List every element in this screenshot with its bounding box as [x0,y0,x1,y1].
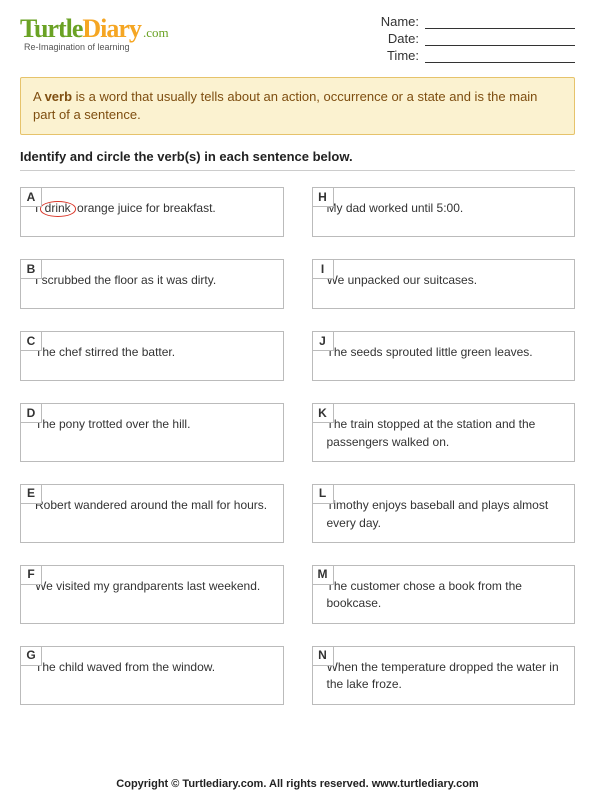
question-letter: J [312,331,334,351]
question-J: J The seeds sprouted little green leaves… [312,331,576,381]
logo-word2: Diary [82,14,141,44]
question-A: A I drink orange juice for breakfast. [20,187,284,237]
question-L: L Timothy enjoys baseball and plays almo… [312,484,576,543]
question-N: N When the temperature dropped the water… [312,646,576,705]
question-letter: B [20,259,42,279]
question-letter: N [312,646,334,666]
logo-main: Turtle Diary .com [20,14,169,44]
circled-word: drink [40,201,76,216]
logo: Turtle Diary .com Re-Imagination of lear… [20,14,169,52]
question-letter: D [20,403,42,423]
question-letter: E [20,484,42,504]
question-grid: A I drink orange juice for breakfast. H … [20,187,575,704]
question-letter: K [312,403,334,423]
name-field: Name: [381,14,575,29]
question-G: G The child waved from the window. [20,646,284,705]
logo-dotcom: .com [143,25,169,41]
logo-tagline: Re-Imagination of learning [24,42,169,52]
header: Turtle Diary .com Re-Imagination of lear… [20,14,575,65]
question-B: B I scrubbed the floor as it was dirty. [20,259,284,309]
question-C: C The chef stirred the batter. [20,331,284,381]
time-field: Time: [381,48,575,63]
question-letter: A [20,187,42,207]
question-letter: G [20,646,42,666]
question-letter: I [312,259,334,279]
name-line[interactable] [425,28,575,29]
definition-box: A verb is a word that usually tells abou… [20,77,575,135]
question-F: F We visited my grandparents last weeken… [20,565,284,624]
date-line[interactable] [425,45,575,46]
question-letter: F [20,565,42,585]
question-H: H My dad worked until 5:00. [312,187,576,237]
question-letter: H [312,187,334,207]
question-D: D The pony trotted over the hill. [20,403,284,462]
instruction: Identify and circle the verb(s) in each … [20,149,575,171]
footer-copyright: Copyright © Turtlediary.com. All rights … [0,778,595,790]
question-M: M The customer chose a book from the boo… [312,565,576,624]
time-line[interactable] [425,62,575,63]
question-I: I We unpacked our suitcases. [312,259,576,309]
question-letter: L [312,484,334,504]
date-field: Date: [381,31,575,46]
question-K: K The train stopped at the station and t… [312,403,576,462]
question-letter: C [20,331,42,351]
definition-bold: verb [45,89,72,104]
info-fields: Name: Date: Time: [381,14,575,65]
logo-word1: Turtle [20,14,82,44]
question-E: E Robert wandered around the mall for ho… [20,484,284,543]
question-letter: M [312,565,334,585]
